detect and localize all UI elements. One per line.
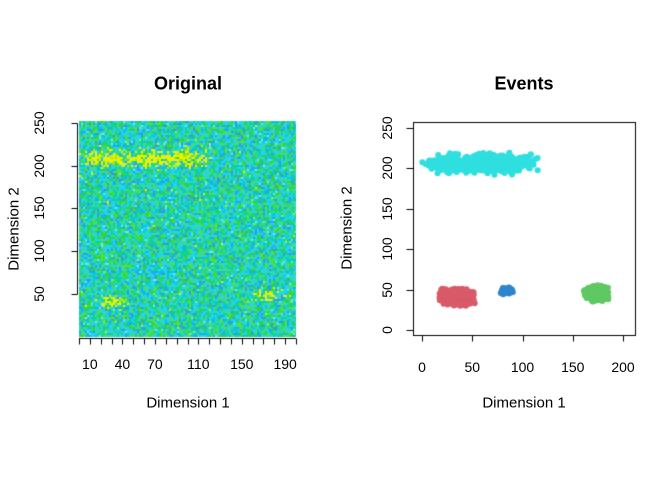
y-axis-label-events: Dimension 2: [338, 186, 356, 270]
original-x-tick-label: 70: [147, 356, 163, 372]
events-plot-panel: Events Dimension 1 Dimension 2 0 50 100 150…: [336, 0, 672, 480]
events-x-tick-label: 0: [418, 359, 426, 375]
original-y-tick-label: 100: [31, 239, 47, 263]
original-x-tick-label: 110: [187, 356, 210, 372]
events-y-tick-label: 200: [379, 156, 395, 181]
original-y-tick-label: 150: [31, 196, 47, 221]
original-y-tick-label: 200: [31, 153, 47, 178]
plot-title-original: Original: [153, 73, 223, 94]
x-axis-label-events: Dimension 1: [482, 394, 566, 412]
events-y-tick-label: 250: [379, 116, 395, 140]
original-plot-panel: Original Dimension 1 Dimension 2 10 40 70 1…: [5, 73, 297, 412]
original-x-tick-label: 40: [114, 356, 131, 372]
events-y-tick-label: 100: [379, 237, 395, 261]
original-x-tick-label: 150: [230, 356, 254, 372]
original-x-tick-label: 190: [273, 356, 297, 372]
events-x-tick-label: 50: [464, 359, 481, 375]
events-y-tick-label: 0: [379, 326, 395, 334]
events-y-tick-label: 150: [379, 197, 395, 221]
events-x-tick-label: 150: [561, 359, 585, 375]
x-axis-label-original: Dimension 1: [146, 394, 230, 412]
original-y-tick-label: 250: [31, 111, 47, 135]
events-x-tick-label: 100: [510, 359, 535, 375]
events-x-tick-label: 200: [611, 359, 635, 375]
y-axis-label-original: Dimension 2: [5, 187, 23, 271]
events-y-tick-label: 50: [379, 281, 395, 298]
original-x-tick-label: 10: [82, 356, 98, 372]
plot-title-events: Events: [494, 73, 554, 94]
original-y-tick-label: 50: [31, 286, 47, 302]
